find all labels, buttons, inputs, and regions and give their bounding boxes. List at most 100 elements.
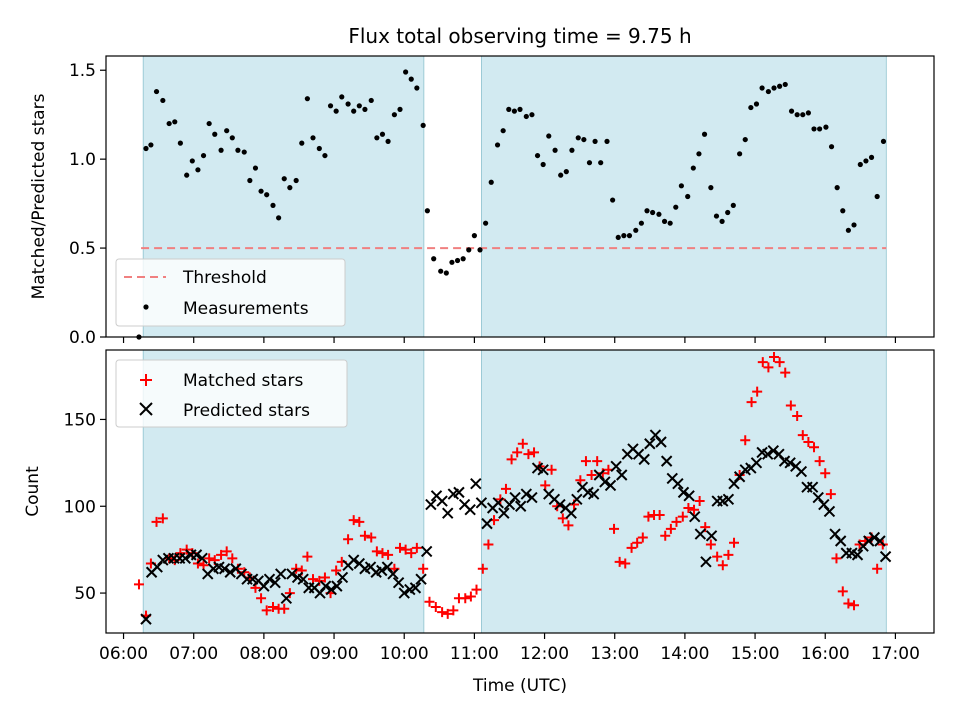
predicted-stars-point xyxy=(677,486,690,499)
matched-stars-legend-label: Matched stars xyxy=(183,371,303,391)
matched-stars-point xyxy=(872,563,883,574)
measurements-legend-swatch xyxy=(143,304,149,310)
matched-stars-point xyxy=(523,449,534,460)
predicted-stars-point xyxy=(297,573,309,585)
matched-stars-point xyxy=(471,584,482,595)
measurements-point xyxy=(517,106,523,112)
predicted-stars-point xyxy=(874,535,886,547)
matched-stars-point xyxy=(774,357,785,368)
measurements-point xyxy=(212,131,218,137)
measurements-point xyxy=(229,135,235,141)
ratio-y-tick-label: 1.0 xyxy=(69,150,96,170)
measurements-point xyxy=(454,257,461,264)
predicted-stars-point xyxy=(263,573,276,585)
measurements-point xyxy=(782,81,788,88)
matched-stars-point xyxy=(279,603,290,614)
matched-stars-point xyxy=(371,546,382,557)
measurements-point xyxy=(189,158,195,164)
matched-stars-point xyxy=(712,551,723,562)
predicted-stars-point xyxy=(616,469,628,481)
predicted-stars-point xyxy=(179,552,191,565)
matched-stars-point xyxy=(343,534,354,545)
predicted-stars-point xyxy=(464,504,476,516)
matched-stars-point xyxy=(592,456,603,467)
measurements-point xyxy=(374,135,380,141)
measurements-point xyxy=(534,152,541,159)
x-tick-label: 13:00 xyxy=(590,644,639,664)
matched-stars-point xyxy=(366,532,377,543)
x-tick-label: 17:00 xyxy=(871,644,920,664)
ratio-x-ticks xyxy=(122,337,897,343)
measurements-point xyxy=(656,211,662,217)
measurements-point xyxy=(299,140,305,146)
predicted-stars-point xyxy=(683,490,695,502)
predicted-stars-point xyxy=(319,580,332,592)
predicted-stars-point xyxy=(286,568,298,580)
matched-stars-point xyxy=(354,516,365,527)
matched-stars-point xyxy=(792,410,803,421)
predicted-stars-point xyxy=(879,550,892,563)
matched-stars-point xyxy=(785,400,796,411)
matched-stars-point xyxy=(575,475,586,486)
predicted-stars-point xyxy=(694,528,707,540)
predicted-stars-point xyxy=(347,554,360,566)
measurements-point xyxy=(529,112,535,118)
predicted-stars-point xyxy=(196,552,208,565)
measurements-point xyxy=(252,165,259,171)
x-tick-label: 06:00 xyxy=(99,644,148,664)
matched-stars-point xyxy=(400,544,411,555)
measurements-point xyxy=(494,142,501,148)
matched-stars-point xyxy=(133,579,144,590)
measurements-point xyxy=(650,209,656,216)
measurements-point xyxy=(765,88,772,95)
predicted-stars-point xyxy=(655,436,667,448)
predicted-stars-point xyxy=(761,448,774,460)
matched-stars-point xyxy=(665,523,676,534)
predicted-stars-point xyxy=(436,495,448,507)
matched-stars-point xyxy=(261,605,272,616)
matched-stars-point xyxy=(331,565,342,576)
measurements-point xyxy=(345,101,351,107)
matched-stars-point xyxy=(430,601,441,612)
predicted-stars-point xyxy=(520,488,533,500)
matched-stars-point xyxy=(319,572,330,583)
matched-stars-point xyxy=(614,556,625,567)
measurements-point xyxy=(771,85,777,91)
measurements-point xyxy=(443,270,449,276)
predicted-stars-point xyxy=(806,481,819,493)
matched-stars-point xyxy=(763,362,774,373)
measurements-point xyxy=(701,131,708,137)
measurements-point xyxy=(153,88,160,95)
measurements-legend-label: Measurements xyxy=(183,299,309,319)
predicted-stars-point xyxy=(425,498,437,511)
measurements-point xyxy=(708,185,714,191)
measurements-point xyxy=(310,135,316,141)
measurements-point xyxy=(368,97,374,104)
measurements-point xyxy=(391,112,397,118)
matched-stars-point xyxy=(442,608,453,619)
matched-stars-point xyxy=(797,430,808,441)
matched-stars-point xyxy=(418,563,429,574)
matched-stars-point xyxy=(302,551,313,562)
ratio-y-tick-label: 0.5 xyxy=(69,239,96,259)
predicted-stars-point xyxy=(750,457,763,469)
matched-stars-point xyxy=(563,520,574,531)
measurements-point xyxy=(626,233,633,239)
measurements-point xyxy=(563,169,569,175)
ratio-y-axis: 0.0 0.5 1.0 1.5 xyxy=(69,61,106,348)
measurements-point xyxy=(258,188,264,194)
predicted-stars-point xyxy=(834,535,847,547)
measurements-point xyxy=(753,101,760,107)
matched-stars-point xyxy=(512,447,523,458)
measurements-point xyxy=(725,209,731,216)
measurements-point xyxy=(148,142,154,148)
matched-stars-point xyxy=(377,548,388,559)
predicted-stars-point xyxy=(571,493,583,506)
matched-stars-point xyxy=(620,558,631,569)
matched-stars-point xyxy=(411,542,422,553)
ratio-y-label: Matched/Predicted stars xyxy=(29,93,49,299)
measurements-point xyxy=(379,131,386,137)
matched-stars-point xyxy=(437,607,448,618)
x-tick-label: 16:00 xyxy=(801,644,850,664)
x-tick-label: 08:00 xyxy=(239,644,288,664)
